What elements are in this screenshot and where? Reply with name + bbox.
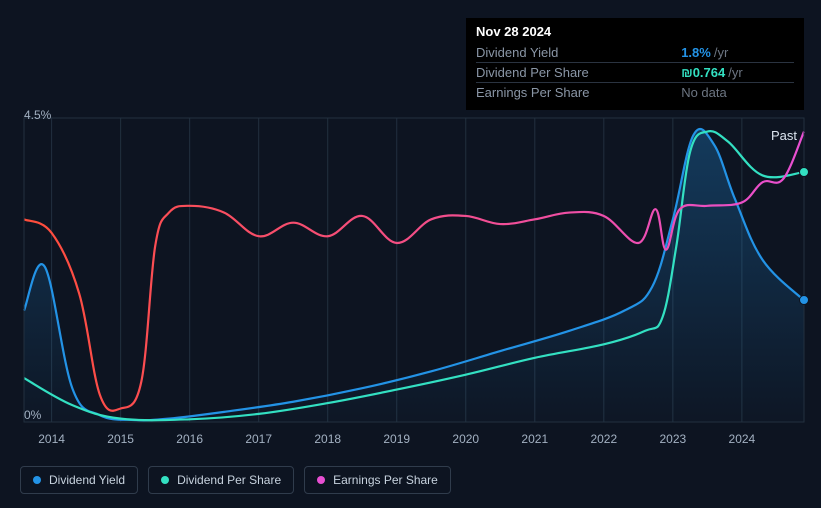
tooltip-date: Nov 28 2024 (476, 24, 794, 39)
legend-item-label: Earnings Per Share (333, 473, 438, 487)
tooltip-row-value: 1.8%/yr (673, 43, 794, 63)
tooltip-table: Dividend Yield1.8%/yrDividend Per Share₪… (476, 43, 794, 102)
legend-dot (317, 476, 325, 484)
x-axis-tick-label: 2019 (383, 432, 410, 446)
past-label: Past (771, 128, 797, 143)
y-axis-max-label: 4.5% (24, 108, 51, 122)
tooltip-row-label: Earnings Per Share (476, 83, 673, 103)
dividend-per-share-end-dot (799, 167, 809, 177)
x-axis-tick-label: 2024 (729, 432, 756, 446)
x-axis-tick-label: 2015 (107, 432, 134, 446)
legend-item[interactable]: Dividend Yield (20, 466, 138, 494)
chart-container: 4.5% 0% 2014 2015 2016 2017 2018 2019 2020 2021… (0, 0, 821, 508)
y-axis-min-label: 0% (24, 408, 41, 422)
x-axis-tick-label: 2014 (38, 432, 65, 446)
legend-dot (161, 476, 169, 484)
tooltip-row: Dividend Per Share₪0.764/yr (476, 63, 794, 83)
legend-item-label: Dividend Yield (49, 473, 125, 487)
legend-item[interactable]: Earnings Per Share (304, 466, 451, 494)
x-axis-tick-label: 2022 (590, 432, 617, 446)
tooltip-row-value: No data (673, 83, 794, 103)
tooltip-row-value: ₪0.764/yr (673, 63, 794, 83)
x-axis-tick-label: 2020 (452, 432, 479, 446)
tooltip-row-label: Dividend Per Share (476, 63, 673, 83)
tooltip-row: Dividend Yield1.8%/yr (476, 43, 794, 63)
tooltip-row-label: Dividend Yield (476, 43, 673, 63)
legend-item-label: Dividend Per Share (177, 473, 281, 487)
legend: Dividend Yield Dividend Per Share Earnings… (20, 466, 451, 494)
tooltip-row: Earnings Per ShareNo data (476, 83, 794, 103)
legend-dot (33, 476, 41, 484)
tooltip-card: Nov 28 2024 Dividend Yield1.8%/yrDividen… (466, 18, 804, 110)
x-axis-tick-label: 2017 (245, 432, 272, 446)
x-axis-tick-label: 2018 (314, 432, 341, 446)
x-axis-tick-label: 2016 (176, 432, 203, 446)
x-axis-tick-label: 2023 (659, 432, 686, 446)
dividend-yield-end-dot (799, 295, 809, 305)
legend-item[interactable]: Dividend Per Share (148, 466, 294, 494)
x-axis-tick-label: 2021 (521, 432, 548, 446)
